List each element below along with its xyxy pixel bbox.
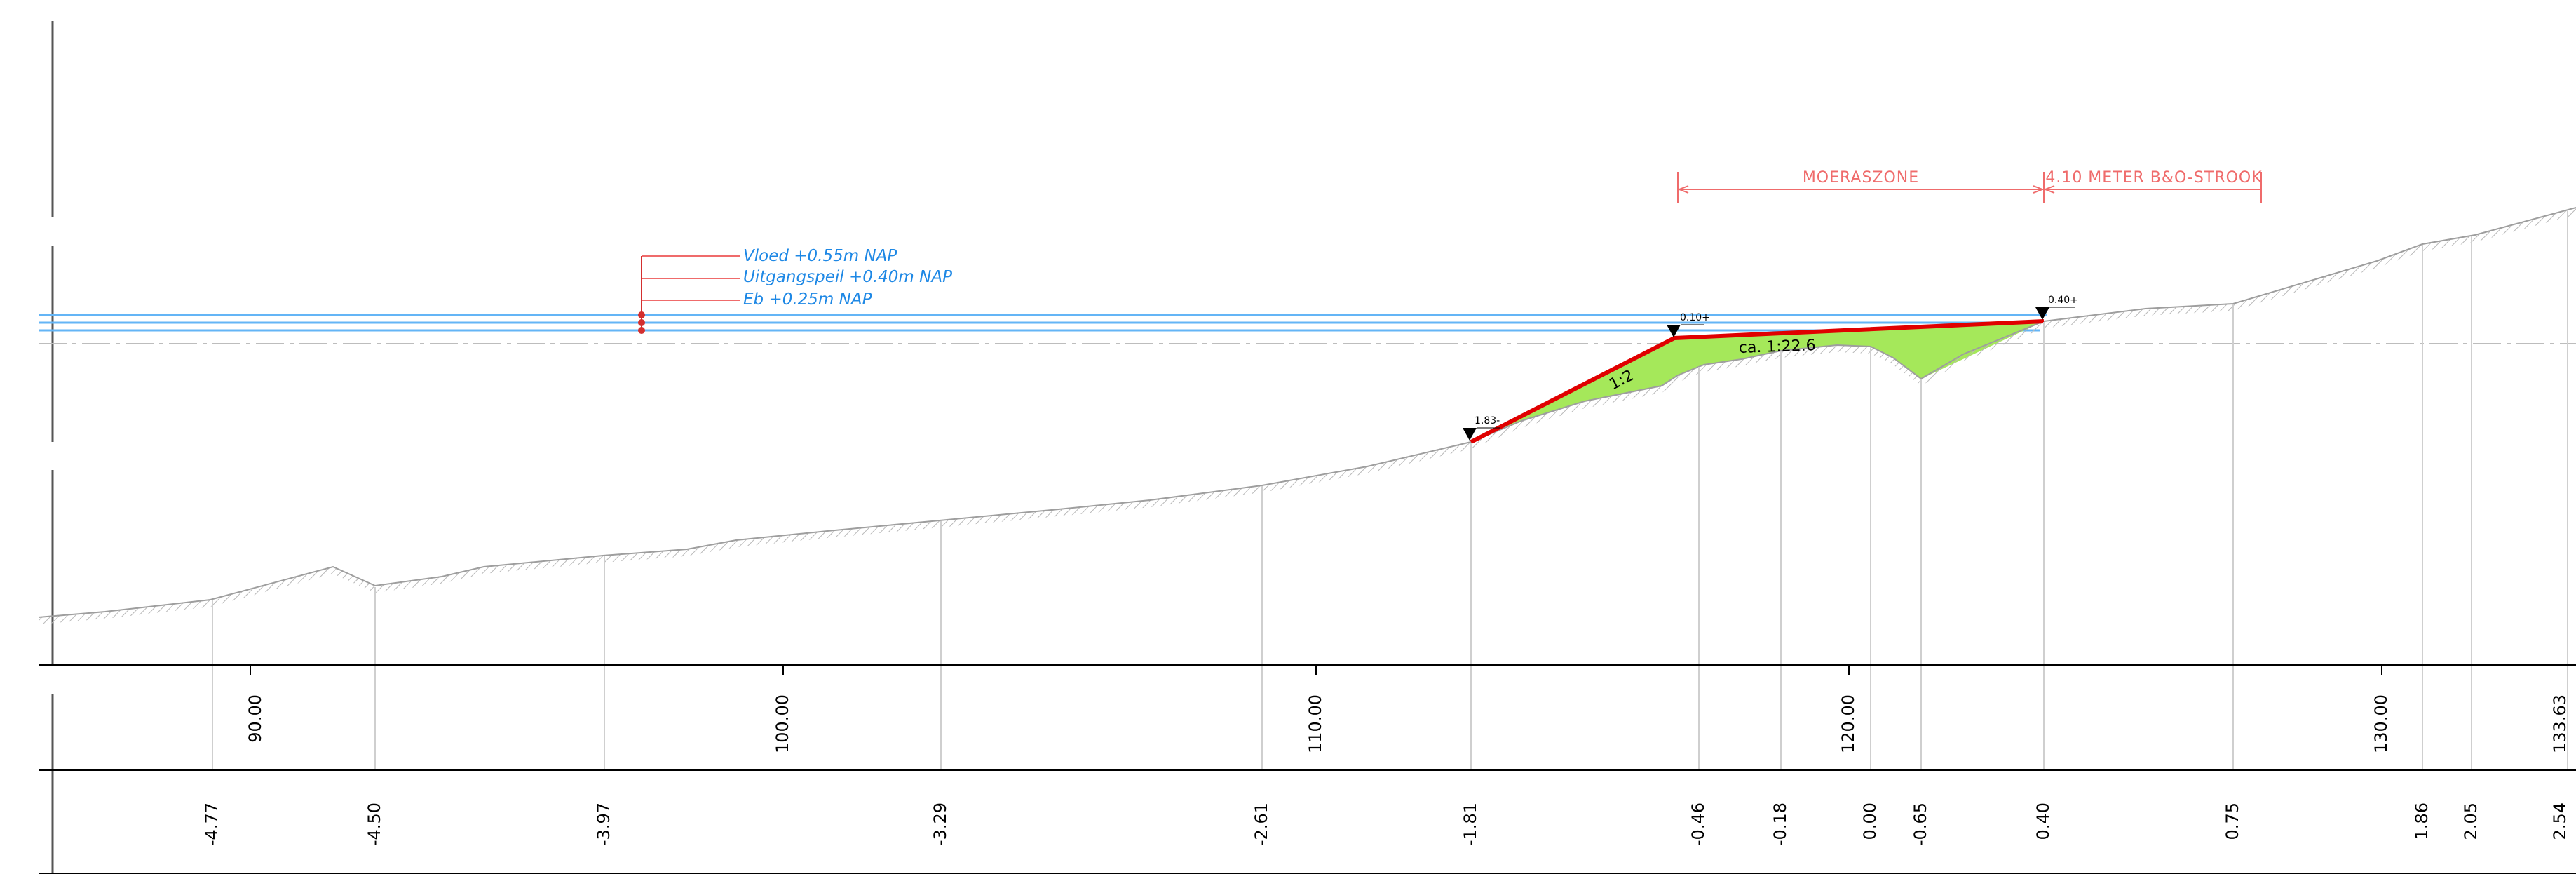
height-label: -3.97 xyxy=(594,802,614,846)
distance-label: 120.00 xyxy=(1838,694,1858,753)
zone-moeraszone: MOERASZONE xyxy=(1803,169,1919,187)
triangle-marker xyxy=(1667,325,1681,337)
height-label: -0.18 xyxy=(1770,802,1790,846)
water-level-lines xyxy=(39,314,2047,332)
height-label: -2.61 xyxy=(1252,802,1271,846)
height-label: -0.65 xyxy=(1911,802,1930,846)
triangle-marker xyxy=(1463,428,1477,441)
distance-label: 90.00 xyxy=(245,694,265,743)
height-label: 2.05 xyxy=(2461,802,2481,840)
height-label: 0.40 xyxy=(2033,802,2053,840)
slope-label-gentle: ca. 1:22.6 xyxy=(1738,337,1816,357)
distance-ticks xyxy=(250,665,2382,675)
distance-labels: 90.00 100.00 110.00 120.00 130.00 133.63 xyxy=(245,694,2570,753)
station-lines xyxy=(212,210,2568,770)
height-label: -4.77 xyxy=(202,802,222,846)
label-eb: Eb +0.25m NAP xyxy=(743,290,872,309)
triangle-marker xyxy=(2035,307,2049,320)
point-markers xyxy=(1463,307,2075,441)
height-label: 2.54 xyxy=(2550,802,2570,840)
height-label: -4.50 xyxy=(365,802,384,846)
distance-label: 133.63 xyxy=(2550,694,2570,753)
zone-strook: 4.10 METER B&O-STROOK xyxy=(2045,169,2262,187)
point-label-crest-left: 0.10+ xyxy=(1680,312,1710,323)
height-label: 0.75 xyxy=(2223,802,2242,840)
distance-label: 130.00 xyxy=(2371,694,2391,753)
height-label: 1.86 xyxy=(2412,802,2432,840)
marker-dot xyxy=(638,311,645,318)
distance-label: 100.00 xyxy=(773,694,792,753)
height-label: -1.81 xyxy=(1460,802,1480,846)
zone-dimensions xyxy=(1677,172,2262,203)
marker-dot xyxy=(638,319,645,326)
water-level-callout xyxy=(638,255,740,334)
height-label: -0.46 xyxy=(1688,802,1708,846)
marker-dot xyxy=(638,327,645,334)
label-uitgangspeil: Uitgangspeil +0.40m NAP xyxy=(743,268,952,286)
height-label: -3.29 xyxy=(930,802,950,846)
ground-profile xyxy=(38,207,2576,624)
label-vloed: Vloed +0.55m NAP xyxy=(743,247,897,265)
fill-area xyxy=(1471,321,2044,442)
point-label-crest-right: 0.40+ xyxy=(2048,295,2078,306)
point-label-left-toe: 1.83- xyxy=(1475,415,1500,426)
design-profile xyxy=(1470,319,2045,444)
height-labels: -4.77 -4.50 -3.97 -3.29 -2.61 -1.81 -0.4… xyxy=(202,802,2570,846)
distance-label: 110.00 xyxy=(1306,694,1325,753)
height-label: 0.00 xyxy=(1860,802,1880,840)
